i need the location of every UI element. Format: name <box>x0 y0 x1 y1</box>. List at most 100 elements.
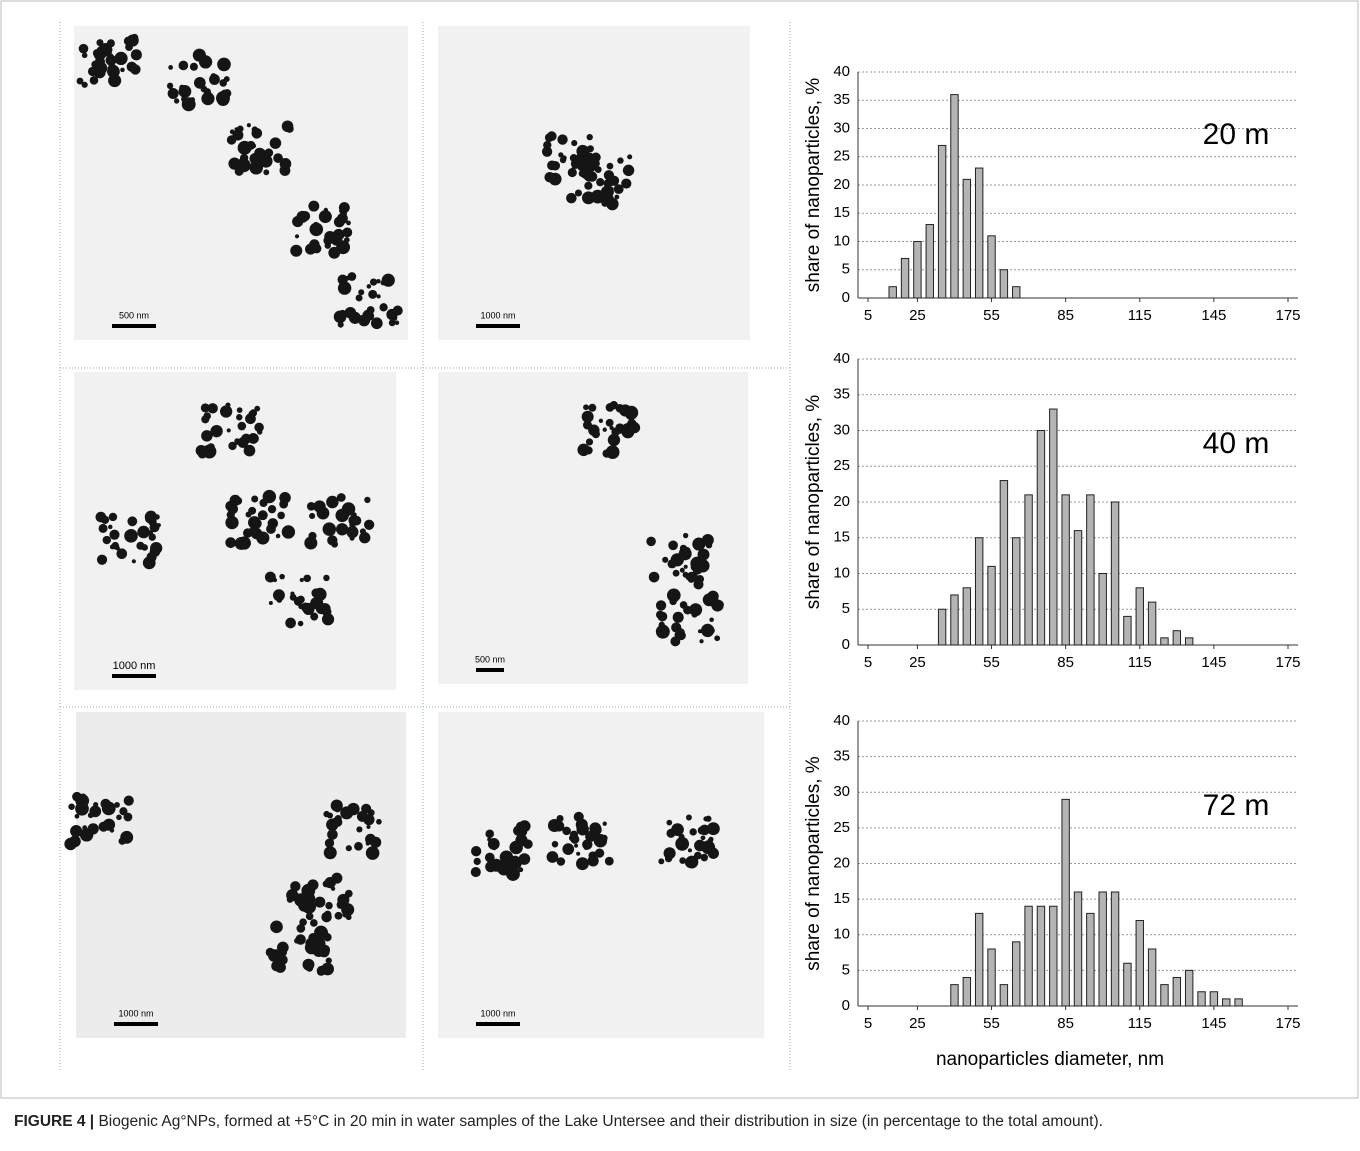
bar <box>950 594 959 646</box>
particle <box>279 492 291 504</box>
particle <box>365 833 376 845</box>
particle <box>709 617 714 623</box>
particle <box>546 851 559 863</box>
bar <box>1172 630 1182 646</box>
particle <box>309 222 324 237</box>
particle <box>668 540 678 551</box>
particle <box>330 234 343 246</box>
y-tick-label: 30 <box>833 783 850 800</box>
particle <box>518 853 531 865</box>
particle <box>590 189 605 204</box>
particle <box>585 438 594 446</box>
particle <box>574 843 579 848</box>
y-tick-label: 35 <box>833 748 850 765</box>
particle <box>499 850 514 864</box>
y-axis-label: share of nanoparticles, % <box>803 756 824 971</box>
particle <box>325 901 333 910</box>
particle <box>323 810 330 818</box>
particle <box>368 289 378 299</box>
particle <box>305 912 314 921</box>
particle <box>351 515 362 526</box>
y-tick-label: 10 <box>833 926 850 943</box>
particle <box>327 829 338 840</box>
caption: FIGURE 4 | Biogenic Ag°NPs, formed at +5… <box>14 1113 1354 1131</box>
bar <box>1086 912 1095 1007</box>
x-tick-label: 25 <box>909 307 926 324</box>
particle <box>574 189 583 197</box>
particle <box>325 957 332 964</box>
particle <box>497 861 511 876</box>
particle <box>335 523 349 536</box>
particle <box>355 294 363 302</box>
particle <box>154 514 160 520</box>
particle <box>109 529 120 540</box>
particle <box>376 818 382 825</box>
y-tick-label: 5 <box>842 961 850 978</box>
particle <box>123 795 134 806</box>
particle <box>267 504 277 514</box>
particle <box>82 825 88 831</box>
particle <box>257 510 268 521</box>
particle <box>391 314 398 321</box>
y-tick-label: 15 <box>833 529 850 546</box>
particle <box>229 494 241 507</box>
particle <box>307 879 319 891</box>
y-tick-label: 20 <box>833 176 850 193</box>
bar <box>999 984 1009 1007</box>
particle <box>116 548 128 560</box>
particle <box>562 843 575 855</box>
particle <box>148 517 157 526</box>
particle <box>120 67 125 73</box>
particle <box>313 500 326 513</box>
particle <box>303 574 311 583</box>
y-tick-label: 15 <box>833 890 850 907</box>
particle <box>72 791 82 802</box>
y-tick-label: 25 <box>833 457 850 474</box>
scale-bar <box>114 1022 158 1026</box>
particle <box>210 424 223 438</box>
particle <box>342 227 353 238</box>
particle <box>473 857 481 866</box>
bar <box>1172 977 1182 1007</box>
particle <box>556 857 566 866</box>
caption-text: Biogenic Ag°NPs, formed at +5°C in 20 mi… <box>98 1113 1103 1130</box>
particle <box>237 421 247 431</box>
micrograph <box>76 712 406 1038</box>
y-tick-label: 0 <box>842 636 850 653</box>
particle <box>586 167 592 172</box>
particle <box>553 820 565 832</box>
particle <box>605 418 614 427</box>
bar <box>1049 408 1058 646</box>
bar <box>1234 998 1243 1007</box>
particle <box>327 535 338 546</box>
particle <box>708 836 714 842</box>
bar <box>950 984 959 1007</box>
particle <box>285 124 294 133</box>
particle <box>621 178 632 189</box>
particle <box>359 532 371 544</box>
particle <box>685 574 692 580</box>
particle <box>81 52 88 59</box>
figure: 500 nm 1000 nm 1000 nm 500 nm 1000 nm 1000 nm… <box>0 0 1359 1099</box>
particle <box>276 596 283 603</box>
particle <box>102 818 116 831</box>
particle <box>178 60 189 71</box>
particle <box>683 564 688 569</box>
particle <box>609 186 614 192</box>
particle <box>343 237 350 243</box>
particle <box>691 611 698 618</box>
particle <box>256 531 270 545</box>
particle <box>380 280 386 286</box>
bar <box>962 587 972 646</box>
micrograph-grid <box>59 22 791 1072</box>
particle <box>576 857 589 871</box>
particle <box>518 867 524 873</box>
particle <box>98 523 108 533</box>
particle <box>627 154 633 160</box>
particle <box>523 839 533 849</box>
particle <box>562 826 571 836</box>
particle <box>96 39 104 47</box>
micrograph <box>438 712 764 1038</box>
particle <box>566 192 577 204</box>
particle <box>295 934 306 945</box>
